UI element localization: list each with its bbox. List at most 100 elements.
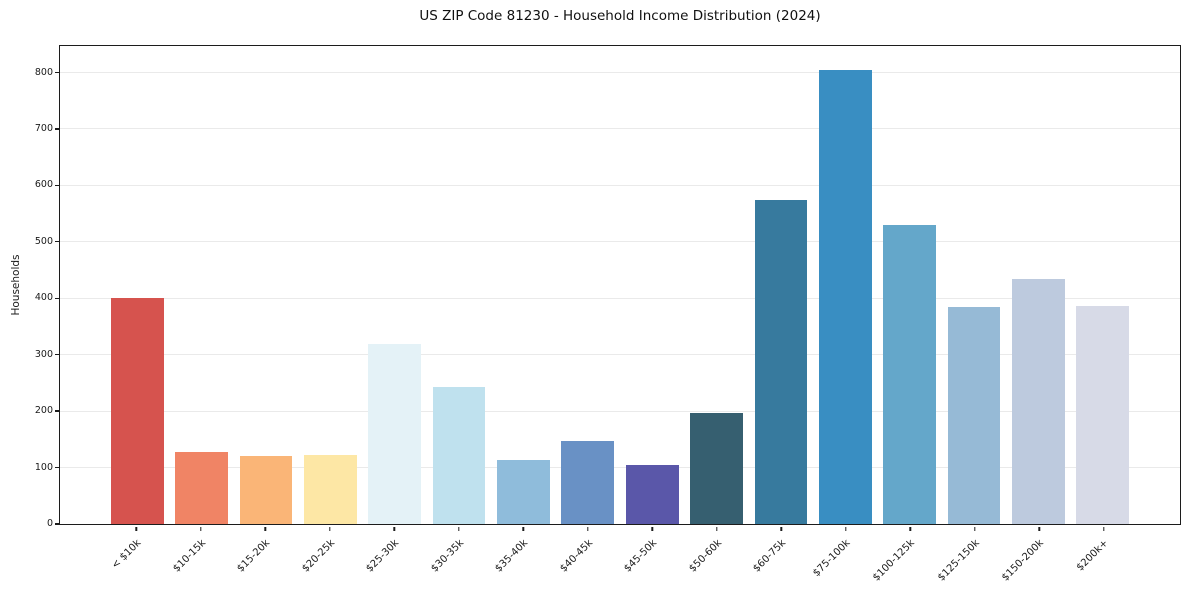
x-axis: < $10k $10-15k $15-20k $20-25k $25-30k $30-35… — [59, 526, 1181, 589]
y-tick-mark-400 — [54, 297, 59, 299]
bar-slot-11 — [749, 46, 813, 524]
x-tick-label-$10-15k: $10-15k — [170, 537, 208, 575]
y-tick-mark-500 — [54, 241, 59, 243]
y-tick-label-400: 400 — [34, 292, 53, 304]
x-tick-label-$45-50k: $45-50k — [622, 537, 660, 575]
x-tick-label-$30-35k: $30-35k — [428, 537, 466, 575]
y-tick-mark-300 — [54, 354, 59, 356]
x-tick-mark-2 — [200, 526, 202, 531]
x-tick-label-$50-60k: $50-60k — [686, 537, 724, 575]
bar-$125-150k — [947, 306, 1001, 524]
bar-$35-40k — [497, 459, 550, 524]
x-tick-label-$100-125k: $100-125k — [871, 537, 918, 584]
bar-slot-15 — [1006, 46, 1070, 524]
bar-slot-3 — [234, 46, 298, 524]
x-tick-label-$60-75k: $60-75k — [751, 537, 789, 575]
y-tick-mark-800 — [54, 71, 59, 74]
bars-container — [60, 46, 1180, 524]
bar-slot-13 — [878, 46, 942, 524]
x-slot-12: $75-100k — [811, 526, 879, 589]
x-tick-mark-3 — [264, 526, 266, 531]
x-slot-5: $25-30k — [362, 526, 427, 589]
x-tick-label-$125-150k: $125-150k — [935, 537, 982, 584]
y-tick-label-300: 300 — [34, 348, 53, 360]
bar-slot-10 — [684, 46, 748, 524]
x-tick-mark-4 — [329, 526, 331, 531]
bar-slot-8 — [556, 46, 620, 524]
bar-$45-50k — [625, 465, 679, 524]
y-tick-mark-600 — [54, 184, 59, 187]
x-slot-11: $60-75k — [749, 526, 814, 589]
y-tick-mark-200 — [54, 410, 59, 412]
x-tick-mark-15 — [1038, 526, 1040, 531]
bar-$200k+ — [1076, 305, 1130, 524]
bar-slot-4 — [298, 46, 362, 524]
bar-$25-30k — [368, 343, 422, 524]
x-tick-label-$15-20k: $15-20k — [235, 537, 273, 575]
x-slot-3: $15-20k — [233, 526, 298, 589]
plot-area: 0 100 200 300 400 500 600 700 800 — [35, 45, 1181, 529]
bar-slot-14 — [942, 46, 1006, 524]
x-slot-10: $50-60k — [685, 526, 750, 589]
x-tick-label-$150-200k: $150-200k — [1000, 537, 1047, 584]
bar-slot-6 — [427, 46, 491, 524]
x-tick-mark-1 — [135, 526, 137, 531]
y-tick-label-200: 200 — [34, 405, 53, 417]
bar-$75-100k — [818, 69, 872, 524]
gridline-y-400 — [60, 297, 1180, 299]
x-tick-label-$40-45k: $40-45k — [557, 537, 595, 575]
x-tick-mark-16 — [1103, 526, 1105, 531]
bar-slot-1 — [105, 46, 169, 524]
y-tick-label-0: 0 — [46, 518, 53, 529]
y-tick-label-800: 800 — [34, 66, 53, 78]
y-tick-label-700: 700 — [34, 122, 53, 134]
y-axis-label: Households — [10, 254, 22, 316]
bar-$30-35k — [432, 387, 486, 524]
bar-$15-20k — [239, 455, 293, 524]
bar-$40-45k — [561, 441, 615, 524]
gridline-y-800 — [60, 72, 1180, 74]
y-tick-mark-0 — [54, 523, 59, 525]
x-tick-mark-6 — [458, 526, 460, 531]
x-tick-label-$200k+: $200k+ — [1074, 537, 1111, 573]
gridline-y-500 — [60, 241, 1180, 243]
x-tick-label-$75-100k: $75-100k — [811, 537, 853, 579]
y-tick-label-600: 600 — [34, 179, 53, 191]
chart-title: US ZIP Code 81230 - Household Income Dis… — [419, 8, 821, 24]
x-tick-mark-10 — [716, 526, 718, 531]
y-tick-mark-100 — [54, 466, 59, 469]
gridline-y-300 — [60, 354, 1180, 356]
bar-< $10k — [110, 298, 164, 524]
x-slot-16: $200k+ — [1072, 526, 1137, 589]
x-tick-mark-9 — [651, 526, 653, 531]
x-tick-mark-5 — [393, 526, 395, 531]
y-tick-mark-700 — [54, 128, 59, 130]
x-slot-7: $35-40k — [491, 526, 556, 589]
gridline-y-700 — [60, 128, 1180, 130]
bar-$10-15k — [175, 452, 228, 524]
x-tick-mark-11 — [780, 526, 782, 531]
x-slot-1: < $10k — [104, 526, 169, 589]
bar-slot-12 — [813, 46, 877, 524]
x-slot-4: $20-25k — [298, 526, 363, 589]
bar-slot-9 — [620, 46, 684, 524]
x-slot-2: $10-15k — [169, 526, 234, 589]
bar-$100-125k — [883, 224, 937, 524]
bar-slot-7 — [491, 46, 555, 524]
bar-$20-25k — [303, 455, 357, 524]
gridline-y-200 — [60, 410, 1180, 412]
x-slot-9: $45-50k — [620, 526, 685, 589]
x-tick-mark-7 — [522, 526, 524, 531]
bar-$60-75k — [754, 199, 808, 524]
x-slot-14: $125-150k — [936, 526, 1008, 589]
x-tick-mark-13 — [909, 526, 911, 531]
x-tick-mark-12 — [845, 526, 847, 531]
x-tick-label-$25-30k: $25-30k — [364, 537, 402, 575]
x-tick-label-$20-25k: $20-25k — [299, 537, 337, 575]
gridline-y-600 — [60, 184, 1180, 186]
x-tick-label-$35-40k: $35-40k — [493, 537, 531, 575]
bar-$150-200k — [1012, 279, 1065, 524]
x-slot-13: $100-125k — [871, 526, 943, 589]
x-tick-label-< $10k: < $10k — [109, 537, 144, 571]
